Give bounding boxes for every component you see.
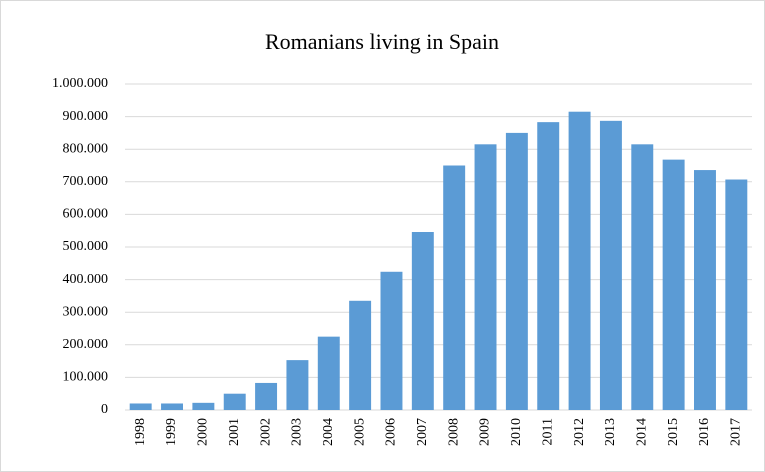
y-tick-label: 800.000: [63, 141, 109, 156]
x-tick-label: 2005: [352, 418, 367, 446]
bar: [161, 403, 183, 410]
y-tick-label: 400.000: [63, 272, 109, 287]
bar: [255, 382, 278, 410]
x-tick-label: 2002: [258, 418, 273, 446]
x-tick-label: 1999: [164, 418, 179, 446]
bar: [286, 360, 309, 410]
x-tick-label: 2006: [384, 418, 399, 446]
bar: [317, 336, 340, 410]
bar: [537, 122, 560, 410]
bar: [505, 132, 528, 410]
x-tick-label: 2013: [603, 418, 618, 446]
x-tick-label: 2016: [697, 418, 712, 446]
x-tick-label: 2008: [446, 418, 461, 446]
bar: [349, 300, 372, 410]
bar: [443, 165, 466, 410]
y-tick-label: 100.000: [63, 370, 109, 385]
bar: [223, 393, 246, 410]
y-tick-label: 1.000.000: [52, 76, 108, 91]
y-tick-label: 0: [101, 402, 108, 417]
bar: [662, 159, 685, 410]
y-tick-label: 700.000: [63, 174, 109, 189]
x-tick-label: 2015: [666, 418, 681, 446]
bar: [599, 120, 622, 410]
bar: [694, 170, 716, 410]
x-tick-label: 2017: [729, 418, 744, 446]
bar: [411, 232, 434, 410]
x-tick-label: 2014: [634, 418, 649, 446]
y-tick-label: 900.000: [63, 109, 109, 124]
x-tick-label: 2009: [478, 418, 493, 446]
bar: [631, 144, 654, 410]
x-tick-label: 2004: [321, 418, 336, 446]
chart-title: Romanians living in Spain: [265, 29, 499, 54]
bar: [568, 111, 591, 411]
bar: [474, 144, 497, 410]
x-tick-label: 1998: [133, 418, 148, 446]
x-tick-label: 2000: [196, 418, 211, 446]
x-tick-label: 2011: [540, 418, 555, 445]
x-tick-label: 2010: [509, 418, 524, 446]
x-tick-label: 2007: [415, 418, 430, 446]
x-tick-label: 2001: [227, 418, 242, 446]
y-tick-label: 200.000: [63, 337, 109, 352]
x-tick-label: 2012: [572, 418, 587, 446]
bar: [129, 403, 152, 410]
y-tick-label: 600.000: [63, 207, 109, 222]
x-tick-label: 2003: [290, 418, 305, 446]
y-tick-label: 300.000: [63, 304, 109, 319]
y-tick-label: 500.000: [63, 239, 109, 254]
bar: [725, 179, 748, 410]
bar: [380, 271, 403, 410]
bar: [192, 402, 215, 410]
